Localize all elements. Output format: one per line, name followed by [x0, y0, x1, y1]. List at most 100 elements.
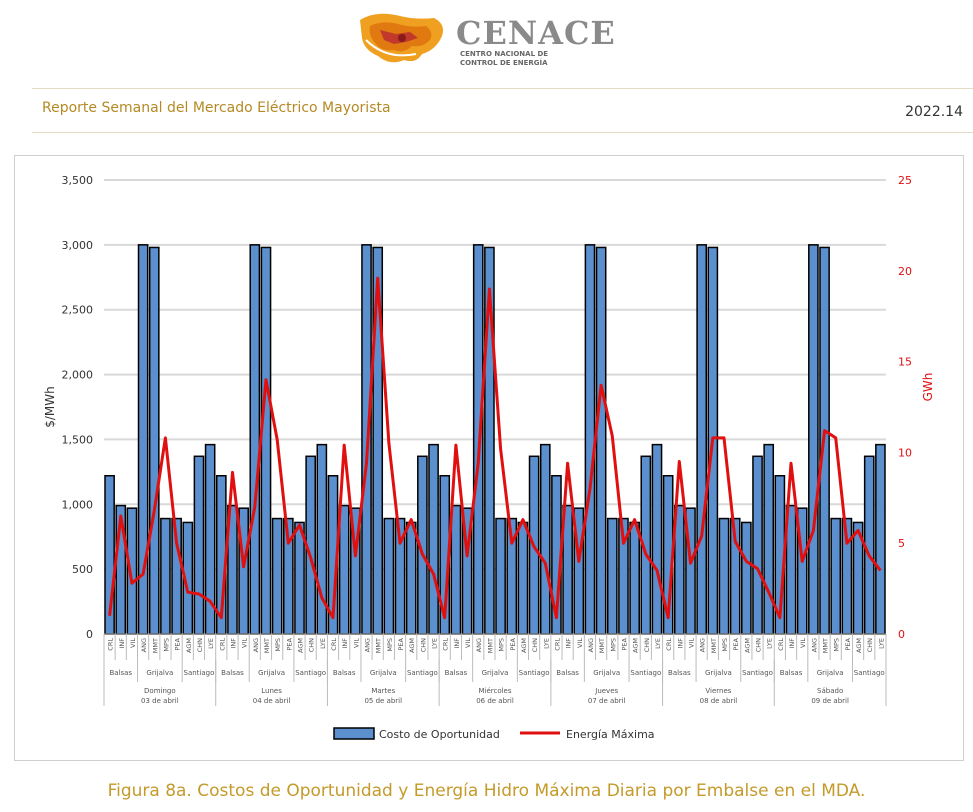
bar [450, 504, 462, 635]
plant-label: INF [453, 638, 461, 649]
bar [830, 517, 842, 635]
day-date-label: 04 de abril [253, 697, 291, 705]
plant-label: AGM [297, 638, 305, 653]
day-name-label: Jueves [594, 687, 618, 695]
basin-label: Grijalva [482, 669, 509, 677]
bar [875, 443, 886, 635]
basin-label: Grijalva [705, 669, 732, 677]
report-title: Reporte Semanal del Mercado Eléctrico Ma… [42, 100, 391, 116]
plant-label: MPS [498, 638, 506, 652]
plant-label: LYE [766, 638, 774, 649]
bar [539, 443, 551, 635]
plant-label: MMT [822, 638, 830, 653]
plant-label: CHN [419, 638, 427, 652]
plant-label: ANG [587, 638, 595, 652]
plant-label: CHN [755, 638, 763, 652]
bar [606, 517, 618, 635]
day-date-label: 08 de abril [700, 697, 738, 705]
logo-subtitle-line-2: CONTROL DE ENERGÍA [460, 59, 548, 67]
plant-label: LYE [542, 638, 550, 649]
bar [696, 244, 708, 635]
plant-label: INF [788, 638, 796, 649]
basin-label: Santiago [854, 669, 885, 677]
plant-label: INF [341, 638, 349, 649]
plant-label: PEA [285, 637, 293, 650]
basin-label: Balsas [221, 669, 244, 677]
basin-label: Balsas [109, 669, 132, 677]
basin-label: Grijalva [146, 669, 173, 677]
day-name-label: Domingo [144, 687, 176, 695]
bar [160, 517, 171, 635]
bar [718, 517, 730, 635]
plant-label: MMT [486, 638, 494, 653]
bar [193, 455, 205, 635]
plant-label: CHN [308, 638, 316, 652]
plant-label: MPS [721, 638, 729, 652]
right-tick-label: 10 [898, 446, 912, 459]
plant-label: MPS [274, 638, 282, 652]
basin-label: Balsas [556, 669, 579, 677]
chart-legend: Costo de Oportunidad Energía Máxima [333, 727, 655, 741]
bar [249, 244, 261, 635]
plant-label: ANG [252, 638, 260, 652]
plant-label: MPS [609, 638, 617, 652]
left-tick-label: 1,000 [62, 498, 94, 511]
plant-label: MMT [710, 638, 718, 653]
basin-label: Santiago [742, 669, 773, 677]
plant-label: CHN [643, 638, 651, 652]
y-axis-right-label: GWh [921, 373, 935, 402]
day-name-label: Martes [371, 687, 395, 695]
day-date-label: 05 de abril [364, 697, 402, 705]
bar [808, 244, 819, 635]
plant-label: VIL [576, 638, 584, 648]
plant-label: MMT [263, 638, 271, 653]
left-tick-label: 0 [86, 628, 93, 641]
left-tick-label: 2,000 [62, 369, 94, 382]
logo-subtitle-line-1: CENTRO NACIONAL DE [460, 50, 549, 58]
basin-label: Grijalva [258, 669, 285, 677]
day-name-label: Sábado [817, 687, 843, 695]
chart-axes: 0 500 1,000 1,500 2,000 2,500 3,000 3,500 0 5 10 15… [43, 174, 935, 641]
bar [517, 521, 529, 635]
legend-bar-label: Costo de Oportunidad [379, 728, 500, 741]
day-name-label: Miércoles [478, 687, 511, 695]
plant-label: VIL [129, 638, 137, 648]
plant-label: ANG [475, 638, 483, 652]
plant-label: CRL [218, 638, 226, 651]
basin-label: Santiago [184, 669, 215, 677]
left-tick-label: 1,500 [62, 433, 94, 446]
left-tick-label: 500 [72, 563, 93, 576]
basin-label: Santiago [519, 669, 550, 677]
bar [271, 517, 283, 635]
plant-label: ANG [140, 638, 148, 652]
plant-label: PEA [509, 637, 517, 650]
plant-label: AGM [185, 638, 193, 653]
report-number: 2022.14 [905, 104, 963, 120]
bar [260, 246, 272, 635]
plant-label: INF [676, 638, 684, 649]
plant-label: VIL [241, 638, 249, 648]
plant-label: PEA [397, 637, 405, 650]
plant-label: ANG [699, 638, 707, 652]
plant-label: AGM [520, 638, 528, 653]
header-rule-bottom [32, 132, 973, 133]
basin-label: Balsas [445, 669, 468, 677]
plant-label: MMT [151, 638, 159, 653]
plant-label: CHN [531, 638, 539, 652]
bar [495, 517, 506, 635]
bar [338, 504, 350, 635]
plant-label: PEA [620, 637, 628, 650]
plant-label: VIL [464, 638, 472, 648]
basin-label: Santiago [295, 669, 326, 677]
plant-label: CRL [665, 638, 673, 651]
basin-label: Grijalva [593, 669, 620, 677]
plant-label: AGM [855, 638, 863, 653]
bar [294, 521, 305, 635]
logo-subtitle: CENTRO NACIONAL DE CONTROL DE ENERGÍA [460, 50, 600, 68]
day-date-label: 09 de abril [811, 697, 849, 705]
bar [428, 443, 439, 635]
plant-label: PEA [174, 637, 182, 650]
bar [752, 455, 763, 635]
right-tick-label: 0 [898, 628, 905, 641]
